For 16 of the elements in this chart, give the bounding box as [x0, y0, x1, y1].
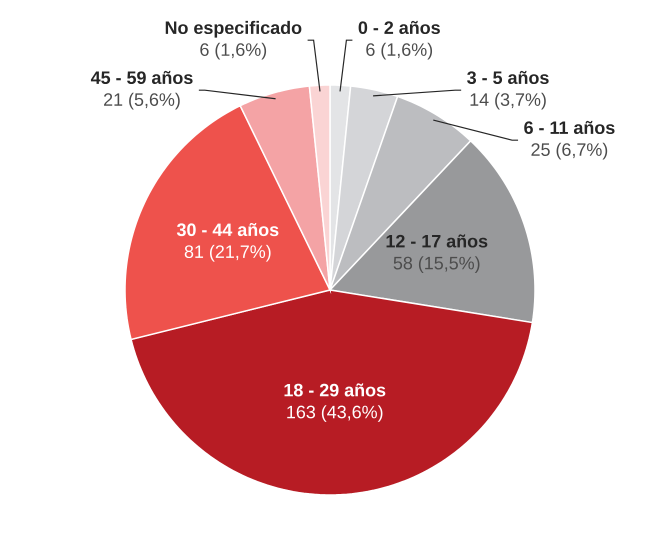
data-label: 25 (6,7%) — [531, 142, 608, 160]
slice-label: No especificado — [166, 20, 302, 38]
slice-label: 6 - 11 años — [524, 120, 615, 134]
data-label: 21 (5,6%) — [104, 92, 180, 110]
data-label: 81 (21,7%) — [184, 244, 271, 262]
slice-label: 12 - 17 años — [386, 234, 488, 248]
slice-label: 18 - 29 años — [284, 383, 386, 396]
data-label: 58 (15,5%) — [394, 256, 480, 273]
data-label: 6 (1,6%) — [366, 42, 432, 60]
data-label: 163 (43,6%) — [287, 405, 382, 422]
data-label: 14 (3,7%) — [470, 92, 546, 110]
slice-label: 45 - 59 años — [90, 70, 193, 84]
slice-label: 0 - 2 años — [358, 20, 440, 34]
data-label: 6 (1,6%) — [200, 42, 266, 60]
slice-label: 30 - 44 años — [176, 223, 278, 236]
slice-label: 3 - 5 años — [467, 70, 549, 84]
